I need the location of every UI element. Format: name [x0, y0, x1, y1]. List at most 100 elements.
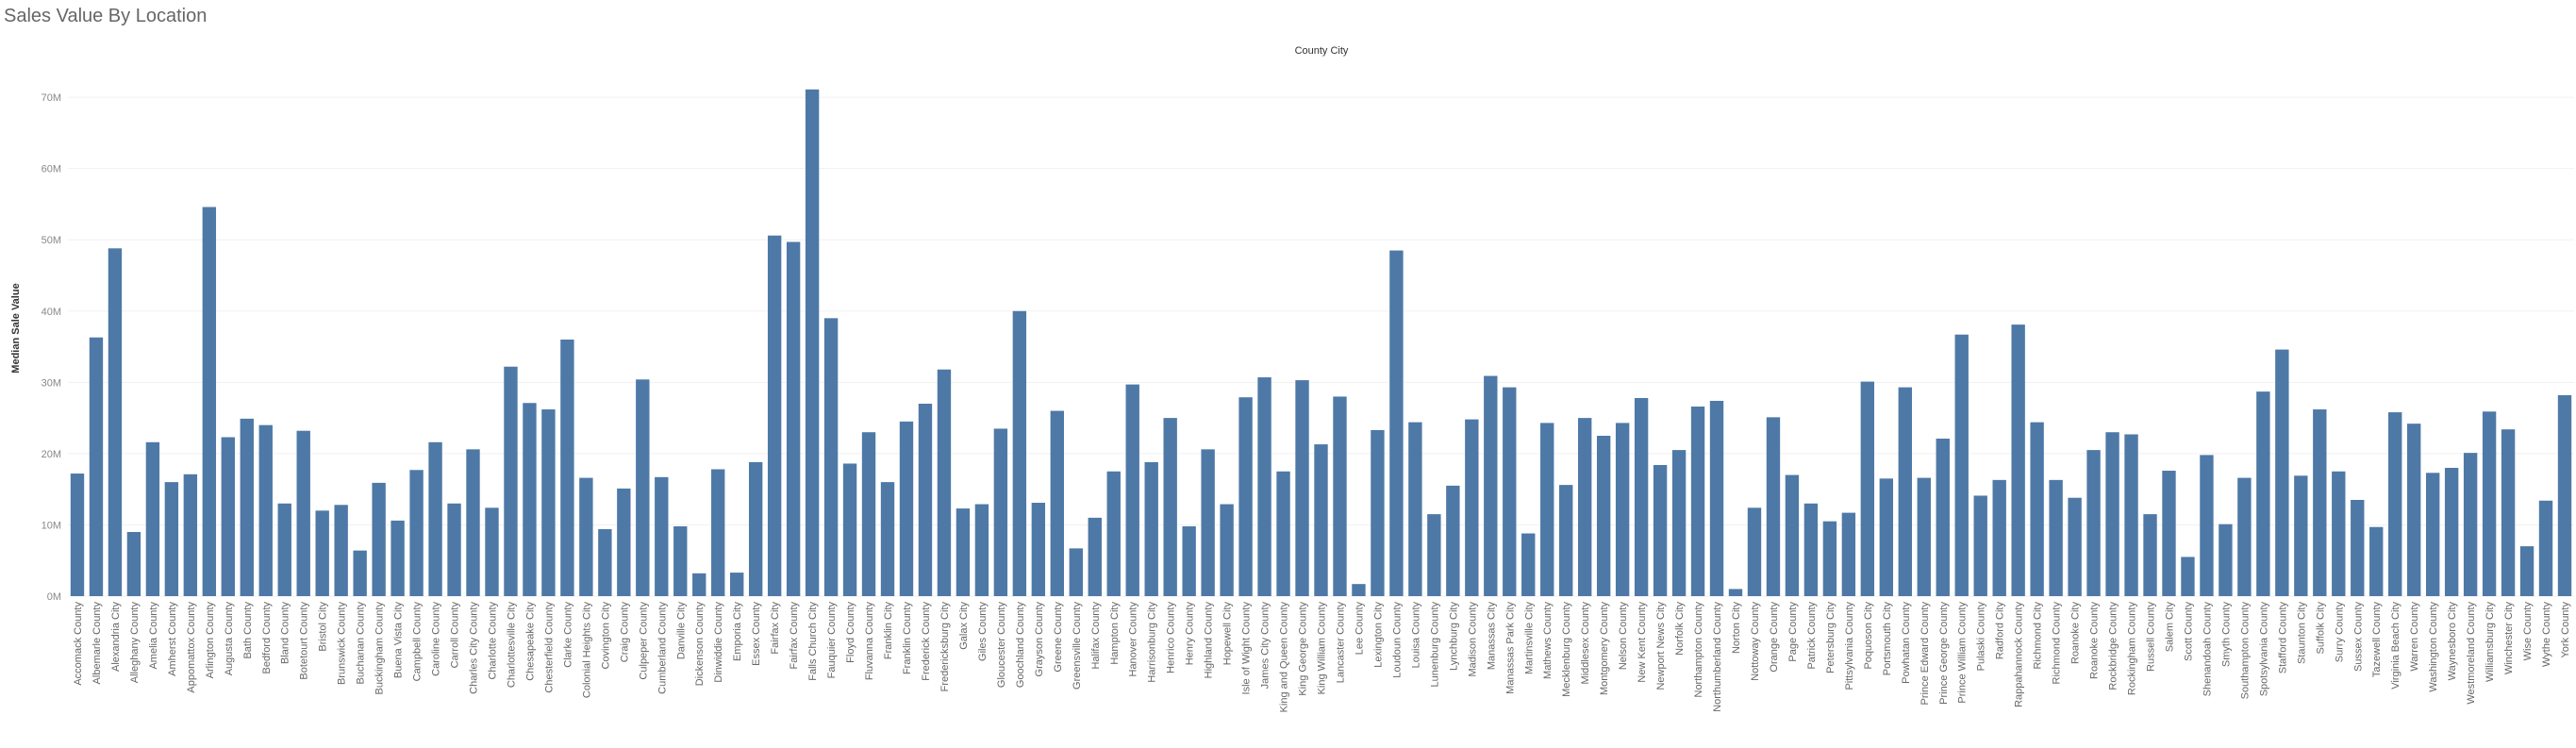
bar[interactable]	[89, 337, 104, 596]
bar[interactable]	[372, 482, 386, 596]
bar[interactable]	[296, 430, 310, 596]
bar[interactable]	[993, 428, 1008, 596]
bar[interactable]	[1484, 375, 1498, 596]
bar[interactable]	[1973, 495, 1987, 596]
bar[interactable]	[1333, 396, 1347, 596]
bar[interactable]	[1427, 514, 1441, 596]
bar[interactable]	[1106, 471, 1121, 596]
bar[interactable]	[1144, 461, 1158, 596]
bar[interactable]	[2011, 324, 2025, 596]
bar[interactable]	[2237, 477, 2252, 596]
bar[interactable]	[2538, 500, 2553, 596]
bar[interactable]	[861, 432, 876, 596]
bar[interactable]	[2463, 453, 2478, 596]
bar[interactable]	[183, 474, 198, 596]
bar[interactable]	[428, 441, 442, 596]
bar[interactable]	[2425, 473, 2440, 596]
bar[interactable]	[2256, 391, 2270, 596]
bar[interactable]	[353, 550, 367, 596]
bar[interactable]	[1408, 422, 1422, 596]
bar[interactable]	[1352, 584, 1366, 596]
bar[interactable]	[937, 369, 952, 596]
bar[interactable]	[1690, 407, 1705, 596]
bar[interactable]	[1503, 387, 1517, 596]
bar[interactable]	[409, 470, 424, 596]
bar[interactable]	[636, 379, 650, 596]
bar[interactable]	[1803, 503, 1819, 596]
bar[interactable]	[541, 409, 556, 596]
bar[interactable]	[1125, 384, 1139, 596]
bar[interactable]	[974, 504, 989, 596]
bar[interactable]	[1521, 533, 1536, 596]
bar[interactable]	[466, 449, 480, 596]
bar[interactable]	[1728, 589, 1743, 596]
bar[interactable]	[956, 508, 971, 596]
bar[interactable]	[918, 404, 933, 596]
bar[interactable]	[1069, 548, 1083, 596]
bar[interactable]	[1936, 439, 1950, 596]
bar[interactable]	[1841, 512, 1856, 596]
bar[interactable]	[2557, 394, 2572, 596]
bar[interactable]	[579, 477, 593, 596]
bar[interactable]	[1238, 397, 1253, 596]
bar[interactable]	[1257, 377, 1271, 596]
bar[interactable]	[842, 463, 857, 596]
bar[interactable]	[2068, 497, 2082, 596]
bar[interactable]	[673, 525, 688, 596]
bar[interactable]	[2444, 468, 2459, 596]
bar[interactable]	[504, 366, 518, 596]
bar[interactable]	[447, 503, 461, 596]
bar[interactable]	[1954, 334, 1969, 596]
bar[interactable]	[1785, 474, 1800, 596]
bar[interactable]	[277, 503, 291, 596]
bar[interactable]	[1709, 400, 1724, 596]
bar[interactable]	[1860, 381, 1875, 596]
bar[interactable]	[2369, 526, 2384, 596]
bar[interactable]	[655, 476, 669, 596]
bar[interactable]	[2219, 524, 2233, 596]
bar[interactable]	[2351, 500, 2365, 596]
bar[interactable]	[1540, 423, 1554, 596]
bar[interactable]	[1031, 503, 1046, 596]
bar[interactable]	[2049, 479, 2063, 596]
bar[interactable]	[1879, 478, 1894, 596]
bar[interactable]	[767, 235, 782, 596]
bar[interactable]	[899, 421, 914, 596]
bar[interactable]	[1389, 250, 1404, 596]
bar[interactable]	[485, 507, 499, 596]
bar[interactable]	[1446, 485, 1460, 596]
bar[interactable]	[2407, 424, 2421, 596]
bar[interactable]	[2519, 546, 2534, 596]
bar[interactable]	[391, 520, 405, 596]
bar[interactable]	[126, 532, 141, 596]
bar[interactable]	[1314, 444, 1328, 596]
bar[interactable]	[1917, 477, 1931, 596]
bar[interactable]	[1559, 485, 1573, 596]
bar[interactable]	[2124, 434, 2138, 596]
bar[interactable]	[1182, 525, 1196, 596]
bar[interactable]	[334, 505, 348, 596]
bar[interactable]	[1747, 507, 1762, 596]
bar[interactable]	[786, 241, 801, 596]
bar[interactable]	[2275, 349, 2289, 596]
bar[interactable]	[164, 482, 179, 596]
bar[interactable]	[1634, 397, 1649, 596]
bar[interactable]	[202, 207, 217, 596]
bar[interactable]	[1898, 387, 1912, 596]
bar[interactable]	[1822, 521, 1837, 596]
bar[interactable]	[1671, 450, 1687, 596]
bar[interactable]	[1371, 429, 1385, 596]
bar[interactable]	[1276, 471, 1290, 596]
bar[interactable]	[1012, 310, 1027, 596]
bar[interactable]	[805, 89, 820, 597]
bar[interactable]	[108, 248, 123, 596]
bar[interactable]	[1295, 380, 1309, 596]
bar[interactable]	[2313, 409, 2327, 596]
bar[interactable]	[560, 340, 574, 596]
bar[interactable]	[2200, 455, 2214, 596]
bar[interactable]	[2482, 411, 2497, 596]
bar[interactable]	[221, 437, 235, 596]
bar[interactable]	[598, 528, 612, 596]
bar[interactable]	[1992, 479, 2006, 596]
bar[interactable]	[692, 573, 706, 596]
